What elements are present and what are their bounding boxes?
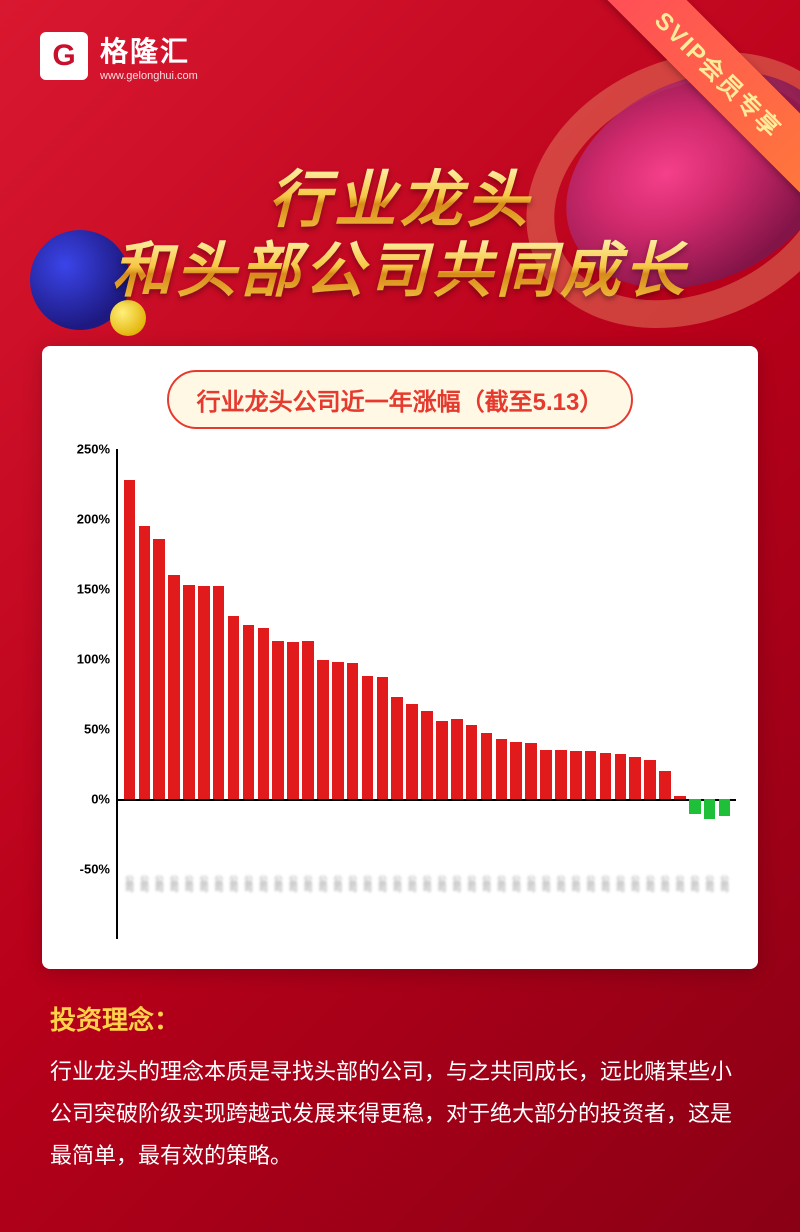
- x-tick-label: 公司: [168, 875, 181, 891]
- x-tick-label: 公司: [510, 875, 523, 891]
- y-tick-label: 150%: [77, 582, 110, 597]
- x-tick-label: 公司: [316, 875, 329, 891]
- x-tick-label: 公司: [480, 875, 493, 891]
- footer-section: 投资理念： 行业龙头的理念本质是寻找头部的公司，与之共同成长，远比赌某些小公司突…: [50, 1000, 750, 1176]
- x-tick-label: 公司: [421, 875, 434, 891]
- y-tick-label: 0%: [91, 792, 110, 807]
- x-tick-label: 公司: [629, 875, 642, 891]
- chart-panel: 行业龙头公司近一年涨幅（截至5.13） -50% 0% 50% 100% 150% 200…: [42, 346, 758, 969]
- y-tick-label: 100%: [77, 652, 110, 667]
- x-tick-label: 公司: [182, 875, 195, 891]
- x-tick-label: 公司: [614, 875, 627, 891]
- brand-name: 格隆汇: [100, 30, 198, 70]
- x-tick-label: 公司: [435, 875, 448, 891]
- x-tick-label: 公司: [123, 875, 136, 891]
- x-tick-label: 公司: [540, 875, 553, 891]
- logo-icon: G: [40, 32, 88, 80]
- y-tick-label: -50%: [80, 862, 110, 877]
- x-tick-label: 公司: [718, 875, 731, 891]
- x-tick-label: 公司: [569, 875, 582, 891]
- chart-title: 行业龙头公司近一年涨幅（截至5.13）: [167, 370, 634, 429]
- x-tick-label: 公司: [659, 875, 672, 891]
- hero-title: 行业龙头 和头部公司共同成长: [0, 165, 800, 305]
- x-tick-label: 公司: [212, 875, 225, 891]
- x-tick-label: 公司: [450, 875, 463, 891]
- x-tick-label: 公司: [644, 875, 657, 891]
- x-tick-label: 公司: [495, 875, 508, 891]
- x-tick-label: 公司: [331, 875, 344, 891]
- x-tick-label: 公司: [525, 875, 538, 891]
- x-tick-label: 公司: [376, 875, 389, 891]
- x-tick-label: 公司: [346, 875, 359, 891]
- x-tick-label: 公司: [197, 875, 210, 891]
- x-tick-label: 公司: [599, 875, 612, 891]
- hero-line2: 和头部公司共同成长: [0, 236, 800, 305]
- y-tick-label: 50%: [84, 722, 110, 737]
- y-tick-label: 200%: [77, 512, 110, 527]
- x-tick-label: 公司: [242, 875, 255, 891]
- x-tick-label: 公司: [257, 875, 270, 891]
- footer-body: 行业龙头的理念本质是寻找头部的公司，与之共同成长，远比赌某些小公司突破阶级实现跨…: [50, 1051, 750, 1176]
- x-tick-label: 公司: [138, 875, 151, 891]
- y-tick-label: 250%: [77, 442, 110, 457]
- decorative-sphere-yellow: [110, 300, 146, 336]
- x-labels-container: 公司公司公司公司公司公司公司公司公司公司公司公司公司公司公司公司公司公司公司公司…: [122, 449, 732, 939]
- footer-heading: 投资理念：: [50, 1000, 750, 1037]
- x-tick-label: 公司: [153, 875, 166, 891]
- x-tick-label: 公司: [301, 875, 314, 891]
- x-tick-label: 公司: [703, 875, 716, 891]
- hero-line1: 行业龙头: [0, 165, 800, 236]
- x-tick-label: 公司: [391, 875, 404, 891]
- x-tick-label: 公司: [688, 875, 701, 891]
- brand-url: www.gelonghui.com: [100, 70, 198, 82]
- y-axis: -50%0%50%100%150%200%250%: [64, 449, 116, 939]
- x-tick-label: 公司: [361, 875, 374, 891]
- chart-area: -50%0%50%100%150%200%250% 公司公司公司公司公司公司公司…: [64, 449, 736, 939]
- x-tick-label: 公司: [673, 875, 686, 891]
- x-tick-label: 公司: [227, 875, 240, 891]
- x-tick-label: 公司: [554, 875, 567, 891]
- x-tick-label: 公司: [584, 875, 597, 891]
- x-tick-label: 公司: [287, 875, 300, 891]
- x-tick-label: 公司: [272, 875, 285, 891]
- brand-header: G 格隆汇 www.gelonghui.com: [40, 30, 198, 82]
- plot-area: 公司公司公司公司公司公司公司公司公司公司公司公司公司公司公司公司公司公司公司公司…: [116, 449, 736, 939]
- x-tick-label: 公司: [465, 875, 478, 891]
- x-tick-label: 公司: [406, 875, 419, 891]
